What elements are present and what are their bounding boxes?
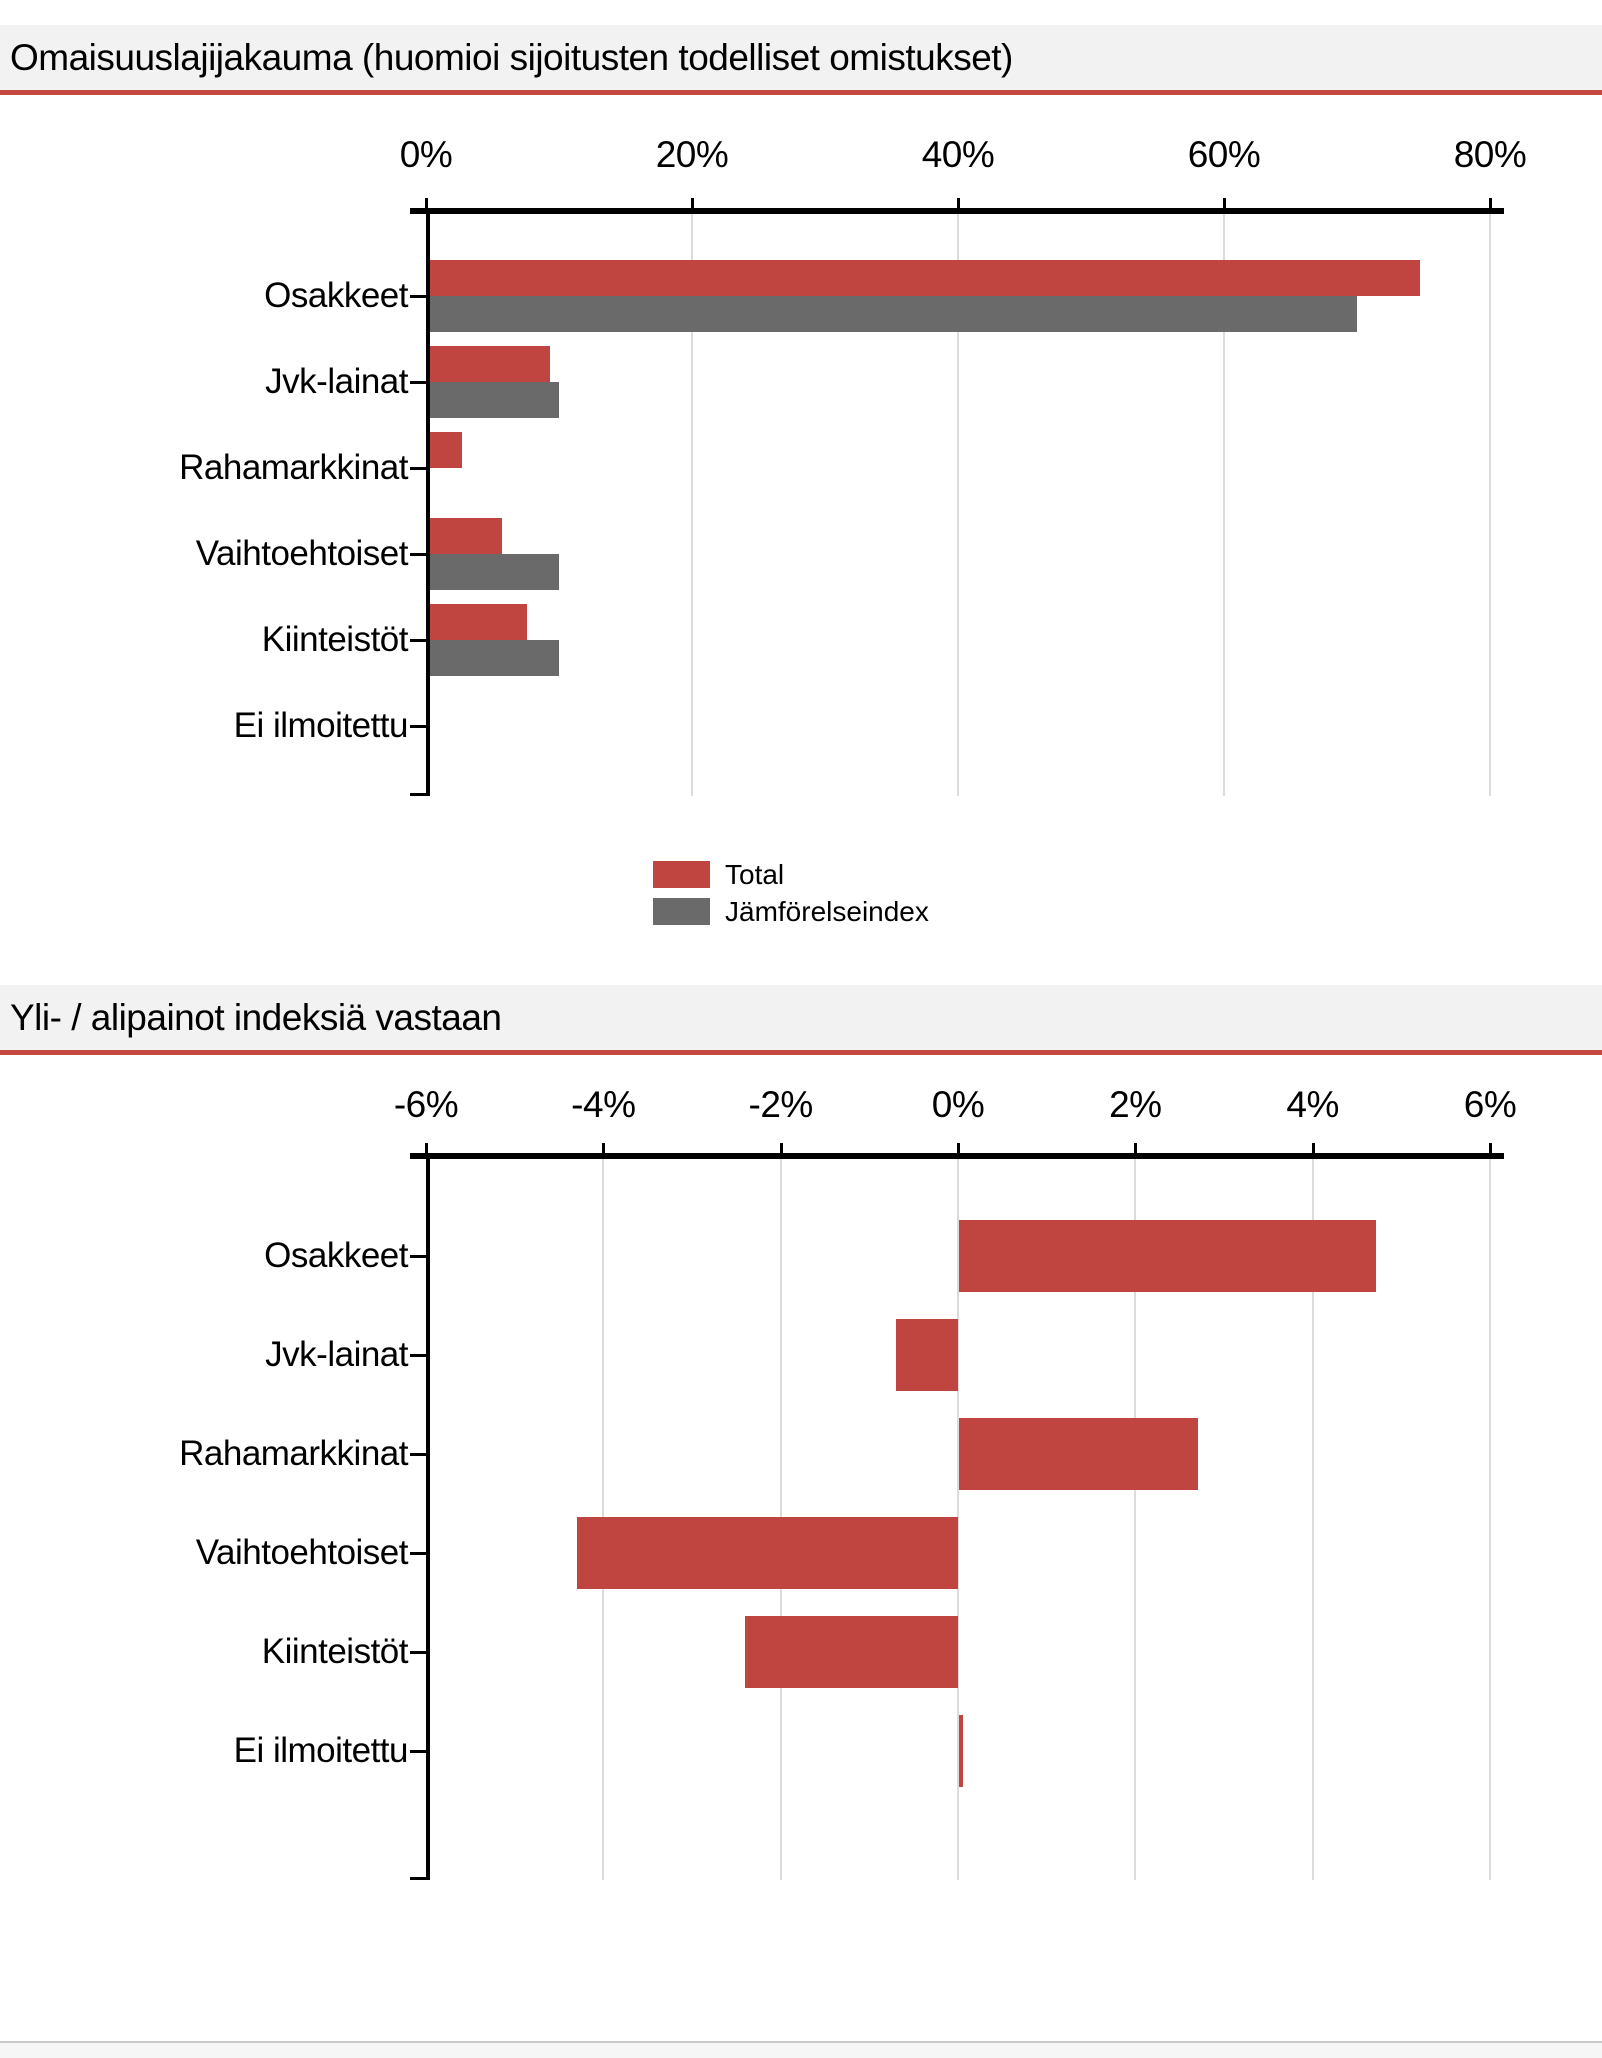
diff-bar-3 [576,1517,958,1589]
category-tick [410,1750,426,1753]
x-axis-label: 40% [921,134,995,175]
x-axis-label: 0% [931,1084,985,1125]
legend-swatch-benchmark [653,898,710,925]
x-axis-tick [1134,1143,1138,1153]
x-axis-tick [957,1143,960,1153]
footer-divider [0,2041,1602,2043]
category-tick [410,1552,426,1555]
x-axis-tick [779,1143,783,1153]
x-axis-line [410,208,1504,214]
y-axis-end-tick [410,1877,426,1880]
diff-bar-1 [895,1319,958,1391]
category-tick [410,1453,426,1456]
footer-band [0,2043,1602,2058]
x-axis-tick [1311,1143,1315,1153]
category-label: Rahamarkkinat [179,1434,408,1473]
bar-benchmark-3 [430,554,559,590]
x-axis-tick [1489,1143,1492,1153]
category-label: Jvk-lainat [265,1335,408,1374]
legend-label-benchmark: Jämförelseindex [725,896,929,927]
x-axis-tick [691,198,694,208]
category-label: Ei ilmoitettu [233,1731,409,1770]
bar-total-1 [430,346,550,382]
x-axis-label: 0% [399,134,453,175]
gridline [1311,1153,1314,1880]
diff-bar-0 [959,1220,1376,1292]
category-tick [410,553,426,556]
x-axis-tick [1223,198,1226,208]
bar-benchmark-4 [430,640,559,676]
legend-swatch-total [653,861,710,888]
category-label: Vaihtoehtoiset [195,534,409,573]
bar-total-0 [430,260,1420,296]
x-axis-tick [957,198,960,208]
gridline [602,1153,605,1880]
y-axis-end-tick [410,793,426,796]
category-tick [410,639,426,642]
gridline [957,208,959,796]
category-label: Vaihtoehtoiset [195,1533,409,1572]
x-axis-label: -2% [748,1084,814,1125]
category-tick [410,1651,426,1654]
x-axis-label: 60% [1187,134,1261,175]
category-label: Rahamarkkinat [179,448,408,487]
bar-total-4 [430,604,528,640]
category-tick [410,725,426,728]
x-axis-label: 2% [1109,1084,1162,1125]
section-title-asset-allocation: Omaisuuslajijakauma (huomioi sijoitusten… [0,25,1602,95]
x-axis-tick [425,1143,428,1153]
bar-total-3 [430,518,502,554]
y-axis-line [426,1153,430,1880]
gridline [691,208,693,796]
section-title-over-underweights: Yli- / alipainot indeksiä vastaan [0,985,1602,1055]
category-label: Osakkeet [264,1236,408,1275]
gridline [1223,208,1225,796]
category-label: Ei ilmoitettu [233,706,409,745]
gridline [779,1153,782,1880]
category-tick [410,381,426,384]
gridline [1489,1153,1491,1880]
bar-benchmark-1 [430,382,559,418]
section-title-text: Omaisuuslajijakauma (huomioi sijoitusten… [10,36,1013,78]
x-axis-label: 6% [1463,1084,1517,1125]
x-axis-label: 4% [1286,1084,1339,1125]
legend-label-total: Total [725,859,785,890]
y-axis-line [426,208,430,796]
bar-benchmark-0 [430,296,1357,332]
category-label: Kiinteistöt [261,620,409,659]
category-tick [410,295,426,298]
bar-total-2 [430,432,462,468]
x-axis-label: -6% [393,1084,459,1125]
category-label: Osakkeet [264,276,408,315]
category-label: Kiinteistöt [261,1632,409,1671]
gridline [1489,208,1491,796]
x-axis-label: 20% [655,134,729,175]
x-axis-label: 80% [1453,134,1527,175]
x-axis-line [410,1153,1504,1159]
category-tick [410,1255,426,1258]
x-axis-label: -4% [571,1084,636,1125]
gridline [1134,1153,1137,1880]
section-title-text: Yli- / alipainot indeksiä vastaan [10,996,502,1038]
x-axis-tick [1489,198,1492,208]
category-label: Jvk-lainat [265,362,408,401]
diff-bar-4 [745,1616,958,1688]
category-tick [410,1354,426,1357]
x-axis-tick [602,1143,606,1153]
diff-bar-5 [959,1715,964,1787]
gridline [957,1153,959,1880]
category-tick [410,467,426,470]
diff-bar-2 [959,1418,1199,1490]
x-axis-tick [425,198,428,208]
